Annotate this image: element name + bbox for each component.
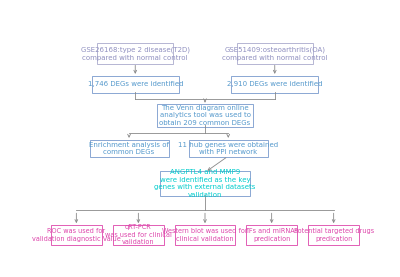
Text: The Venn diagram online
analytics tool was used to
obtain 209 common DEGs: The Venn diagram online analytics tool w… <box>159 105 251 126</box>
Text: ANGPTL4 and MMP9
were identified as the key
genes with external datasets
validat: ANGPTL4 and MMP9 were identified as the … <box>154 169 256 198</box>
Text: GSE51409:osteoarthritis(OA)
compared with normal control: GSE51409:osteoarthritis(OA) compared wit… <box>222 47 328 60</box>
Text: GSE26168:type 2 disease(T2D)
compared with normal control: GSE26168:type 2 disease(T2D) compared wi… <box>81 47 190 60</box>
Text: 2,910 DEGs were identified: 2,910 DEGs were identified <box>227 81 322 88</box>
FancyBboxPatch shape <box>246 225 297 245</box>
FancyBboxPatch shape <box>51 225 102 245</box>
Text: Western blot was used for
clinical validation: Western blot was used for clinical valid… <box>162 228 248 242</box>
FancyBboxPatch shape <box>231 76 318 93</box>
Text: TFs and miRNAs
predication: TFs and miRNAs predication <box>245 228 298 242</box>
FancyBboxPatch shape <box>90 140 168 157</box>
FancyBboxPatch shape <box>175 225 235 245</box>
FancyBboxPatch shape <box>92 76 179 93</box>
Text: 1,746 DEGs were identified: 1,746 DEGs were identified <box>88 81 183 88</box>
Text: 11 hub genes were obtained
with PPI network: 11 hub genes were obtained with PPI netw… <box>178 142 278 155</box>
FancyBboxPatch shape <box>160 171 250 196</box>
Text: Enrichment analysis of
common DEGs: Enrichment analysis of common DEGs <box>89 142 169 155</box>
Text: ROC was used for
validation diagnostic Value: ROC was used for validation diagnostic V… <box>32 228 121 242</box>
Text: qRT-PCR
was used for clinical
validation: qRT-PCR was used for clinical validation <box>105 224 172 245</box>
FancyBboxPatch shape <box>157 104 253 127</box>
FancyBboxPatch shape <box>97 43 173 64</box>
FancyBboxPatch shape <box>308 225 359 245</box>
Text: Potential targeted drugs
predication: Potential targeted drugs predication <box>294 228 374 242</box>
FancyBboxPatch shape <box>237 43 313 64</box>
FancyBboxPatch shape <box>113 225 164 245</box>
FancyBboxPatch shape <box>189 140 268 157</box>
